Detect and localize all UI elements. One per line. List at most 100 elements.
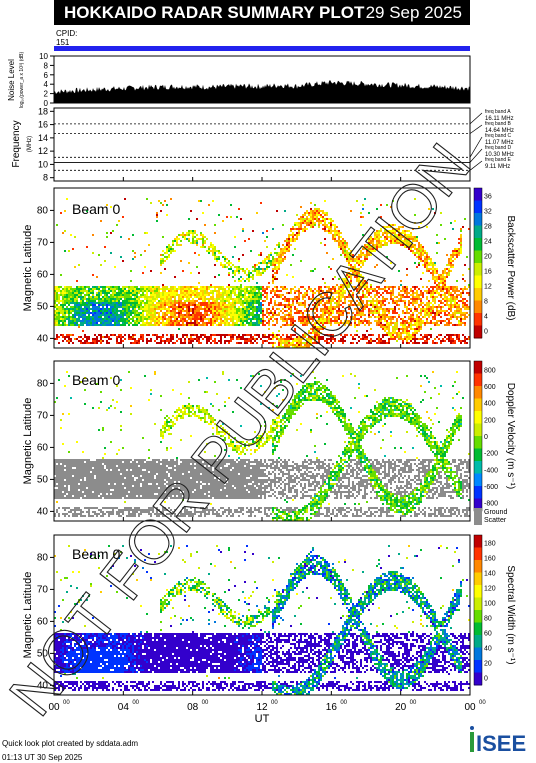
heatmap-cell (304, 342, 306, 344)
heatmap-cell (428, 262, 430, 264)
heatmap-cell (152, 296, 154, 298)
heatmap-cell (186, 334, 188, 336)
heatmap-cell (424, 264, 426, 266)
heatmap-cell (428, 314, 430, 316)
heatmap-cell (292, 228, 294, 230)
heatmap-cell (186, 324, 188, 326)
heatmap-cell (280, 260, 282, 262)
heatmap-cell (384, 226, 386, 228)
heatmap-cell (336, 312, 338, 314)
heatmap-cell (278, 244, 280, 246)
heatmap-cell (134, 320, 136, 322)
heatmap-cell (402, 236, 404, 238)
heatmap-cell (266, 230, 268, 232)
heatmap-cell (372, 240, 374, 242)
heatmap-cell (240, 296, 242, 298)
heatmap-cell (290, 244, 292, 246)
heatmap-cell (186, 304, 188, 306)
heatmap-cell (192, 238, 194, 240)
heatmap-cell (388, 292, 390, 294)
heatmap-cell (214, 314, 216, 316)
heatmap-cell (214, 276, 216, 278)
heatmap-cell (332, 236, 334, 238)
heatmap-cell (244, 286, 246, 288)
heatmap-cell (160, 304, 162, 306)
heatmap-cell (252, 308, 254, 310)
heatmap-cell (158, 292, 160, 294)
heatmap-cell (320, 310, 322, 312)
heatmap-cell (416, 296, 418, 298)
heatmap-cell (294, 296, 296, 298)
heatmap-cell (254, 296, 256, 298)
heatmap-cell (96, 276, 98, 278)
heatmap-cell (264, 290, 266, 292)
heatmap-cell (174, 300, 176, 302)
heatmap-cell (198, 288, 200, 290)
heatmap-cell (148, 302, 150, 304)
heatmap-cell (430, 312, 432, 314)
heatmap-cell (392, 238, 394, 240)
heatmap-cell (226, 292, 228, 294)
heatmap-cell (112, 288, 114, 290)
heatmap-cell (350, 256, 352, 258)
heatmap-cell (324, 226, 326, 228)
heatmap-cell (102, 290, 104, 292)
heatmap-cell (230, 298, 232, 300)
heatmap-cell (402, 320, 404, 322)
heatmap-cell (392, 228, 394, 230)
heatmap-cell (346, 258, 348, 260)
heatmap-cell (182, 232, 184, 234)
heatmap-cell (426, 336, 428, 338)
heatmap-cell (128, 288, 130, 290)
heatmap-cell (140, 254, 142, 256)
heatmap-cell (270, 318, 272, 320)
heatmap-cell (366, 300, 368, 302)
heatmap-cell (306, 316, 308, 318)
heatmap-cell (124, 306, 126, 308)
heatmap-cell (172, 296, 174, 298)
heatmap-cell (350, 210, 352, 212)
heatmap-cell (242, 334, 244, 336)
heatmap-cell (448, 320, 450, 322)
heatmap-cell (200, 290, 202, 292)
heatmap-cell (110, 334, 112, 336)
heatmap-cell (100, 298, 102, 300)
heatmap-cell (442, 340, 444, 342)
heatmap-cell (124, 334, 126, 336)
heatmap-cell (282, 248, 284, 250)
heatmap-cell (104, 336, 106, 338)
heatmap-cell (144, 324, 146, 326)
heatmap-cell (350, 302, 352, 304)
heatmap-cell (318, 210, 320, 212)
heatmap-cell (444, 340, 446, 342)
heatmap-cell (382, 234, 384, 236)
heatmap-cell (94, 288, 96, 290)
heatmap-cell (142, 310, 144, 312)
heatmap-cell (294, 334, 296, 336)
heatmap-cell (390, 238, 392, 240)
heatmap-cell (232, 302, 234, 304)
heatmap-cell (294, 228, 296, 230)
heatmap-cell (410, 334, 412, 336)
heatmap-cell (296, 214, 298, 216)
heatmap-cell (206, 340, 208, 342)
heatmap-cell (250, 336, 252, 338)
heatmap-cell (118, 288, 120, 290)
heatmap-cell (334, 234, 336, 236)
heatmap-cell (270, 260, 272, 262)
heatmap-cell (346, 286, 348, 288)
heatmap-cell (172, 290, 174, 292)
heatmap-cell (362, 246, 364, 248)
heatmap-cell (80, 340, 82, 342)
heatmap-cell (56, 334, 58, 336)
heatmap-cell (140, 316, 142, 318)
heatmap-cell (190, 300, 192, 302)
heatmap-cell (156, 220, 158, 222)
heatmap-cell (78, 310, 80, 312)
heatmap-cell (224, 264, 226, 266)
heatmap-cell (214, 232, 216, 234)
heatmap-cell (262, 260, 264, 262)
heatmap-cell (84, 320, 86, 322)
heatmap-cell (122, 216, 124, 218)
